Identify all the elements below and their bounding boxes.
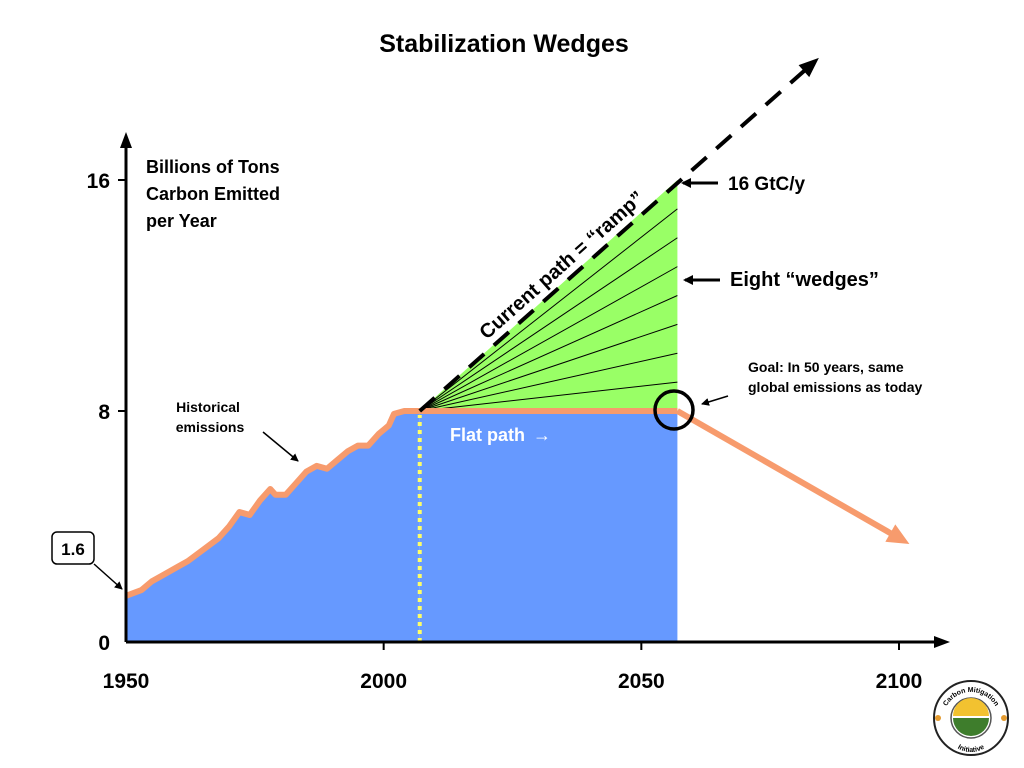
y-axis-ticks: 0 8 16	[87, 170, 126, 655]
y-axis-label: Billions of Tons Carbon Emitted per Year	[146, 157, 285, 231]
axes: 0 8 16 1950 2000 2050 2100	[87, 132, 950, 693]
goal-label-line-2: global emissions as today	[748, 379, 922, 395]
wedge-divider-3	[419, 323, 678, 412]
logo-field-icon	[953, 718, 989, 736]
top-label: 16 GtC/y	[728, 174, 806, 195]
y-tick-label: 16	[87, 170, 110, 193]
ramp-arrowhead	[798, 57, 819, 78]
chart-title: Stabilization Wedges	[379, 30, 629, 58]
flat-path-label: Flat path →	[450, 425, 551, 445]
logo-dot-left	[935, 715, 941, 721]
historical-emissions-line	[124, 408, 420, 599]
historical-label: Historical emissions	[176, 399, 245, 435]
y-axis-label-line-1: Billions of Tons	[146, 157, 280, 177]
carbon-mitigation-initiative-logo: Carbon Mitigation Initiative	[933, 680, 1009, 756]
logo-bottom-text: Initiative	[956, 744, 985, 754]
x-tick-label: 2050	[618, 670, 665, 693]
declining-emissions-line	[675, 408, 901, 541]
y-axis-label-line-2: Carbon Emitted	[146, 184, 280, 204]
y-axis-label-line-3: per Year	[146, 211, 217, 231]
goal-circle	[653, 389, 695, 431]
y-tick-label: 8	[98, 401, 110, 424]
logo-sun-icon	[953, 698, 989, 716]
goal-arrow	[701, 395, 729, 406]
wedge-divider-lines	[419, 208, 678, 412]
wedges-label: Eight “wedges”	[730, 269, 879, 291]
declining-emissions-arrowhead	[885, 524, 910, 545]
wedge-divider-5	[419, 266, 678, 412]
wedge-divider-6	[419, 237, 678, 412]
logo-dot-right	[1001, 715, 1007, 721]
y-axis-arrowhead	[120, 132, 132, 148]
wedge-divider-1	[419, 381, 678, 412]
goal-label: Goal: In 50 years, same global emissions…	[748, 359, 922, 395]
start-value-arrow	[93, 563, 123, 590]
y-tick-label: 0	[98, 632, 110, 655]
wedge-divider-2	[419, 352, 678, 412]
flat-path-label-text: Flat path	[450, 425, 525, 445]
flat-path-area	[419, 411, 678, 642]
historical-label-line-2: emissions	[176, 419, 245, 435]
x-axis-ticks: 1950 2000 2050 2100	[103, 642, 923, 693]
current-path-ramp-line	[418, 66, 809, 413]
historical-emissions-area	[126, 411, 420, 642]
x-tick-label: 2100	[876, 670, 923, 693]
x-tick-label: 2000	[360, 670, 407, 693]
x-axis-arrowhead	[934, 636, 950, 648]
historical-label-arrow	[262, 431, 299, 462]
start-value-box	[51, 531, 95, 565]
x-tick-label: 1950	[103, 670, 150, 693]
goal-label-line-1: Goal: In 50 years, same	[748, 359, 904, 375]
historical-label-line-1: Historical	[176, 399, 240, 415]
flat-path-label-arrow: →	[533, 425, 551, 445]
wedge-divider-4	[419, 295, 678, 412]
start-value-label: 1.6	[61, 540, 85, 559]
wedge-divider-7	[419, 208, 678, 412]
